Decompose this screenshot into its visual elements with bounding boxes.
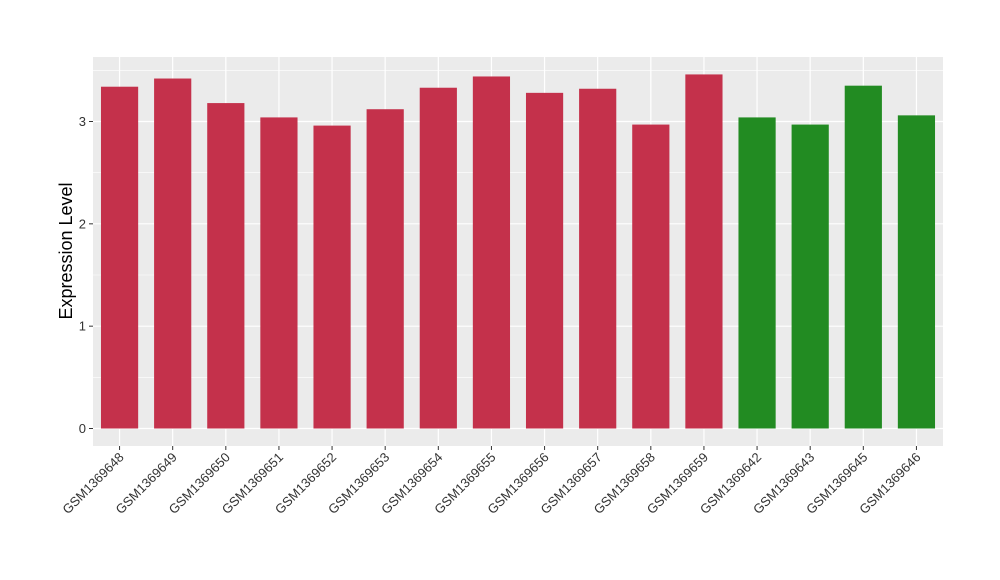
bar-GSM1369643 (791, 124, 829, 429)
y-tick-label: 3 (79, 114, 86, 129)
y-tick-label: 2 (79, 216, 86, 231)
bar-GSM1369642 (738, 117, 776, 429)
bar-GSM1369653 (366, 109, 404, 429)
bar-GSM1369654 (419, 87, 457, 429)
bar-GSM1369658 (632, 124, 670, 429)
bar-GSM1369648 (100, 86, 139, 429)
y-tick-label: 1 (79, 319, 86, 334)
x-axis: GSM1369648GSM1369649GSM1369650GSM1369651… (59, 446, 924, 517)
y-axis-title: Expression Level (56, 182, 76, 319)
y-axis: 0 1 2 3 (79, 114, 93, 436)
bar-GSM1369650 (207, 103, 245, 429)
bar-GSM1369659 (685, 74, 723, 429)
bar-GSM1369656 (525, 92, 564, 429)
bars (100, 74, 936, 429)
bar-GSM1369652 (313, 125, 351, 429)
bar-GSM1369651 (260, 117, 298, 429)
bar-GSM1369646 (897, 115, 936, 429)
bar-GSM1369649 (154, 78, 192, 429)
bar-GSM1369657 (579, 88, 617, 429)
y-tick-label: 0 (79, 421, 86, 436)
bar-GSM1369645 (844, 85, 882, 429)
bar-GSM1369655 (472, 76, 511, 429)
